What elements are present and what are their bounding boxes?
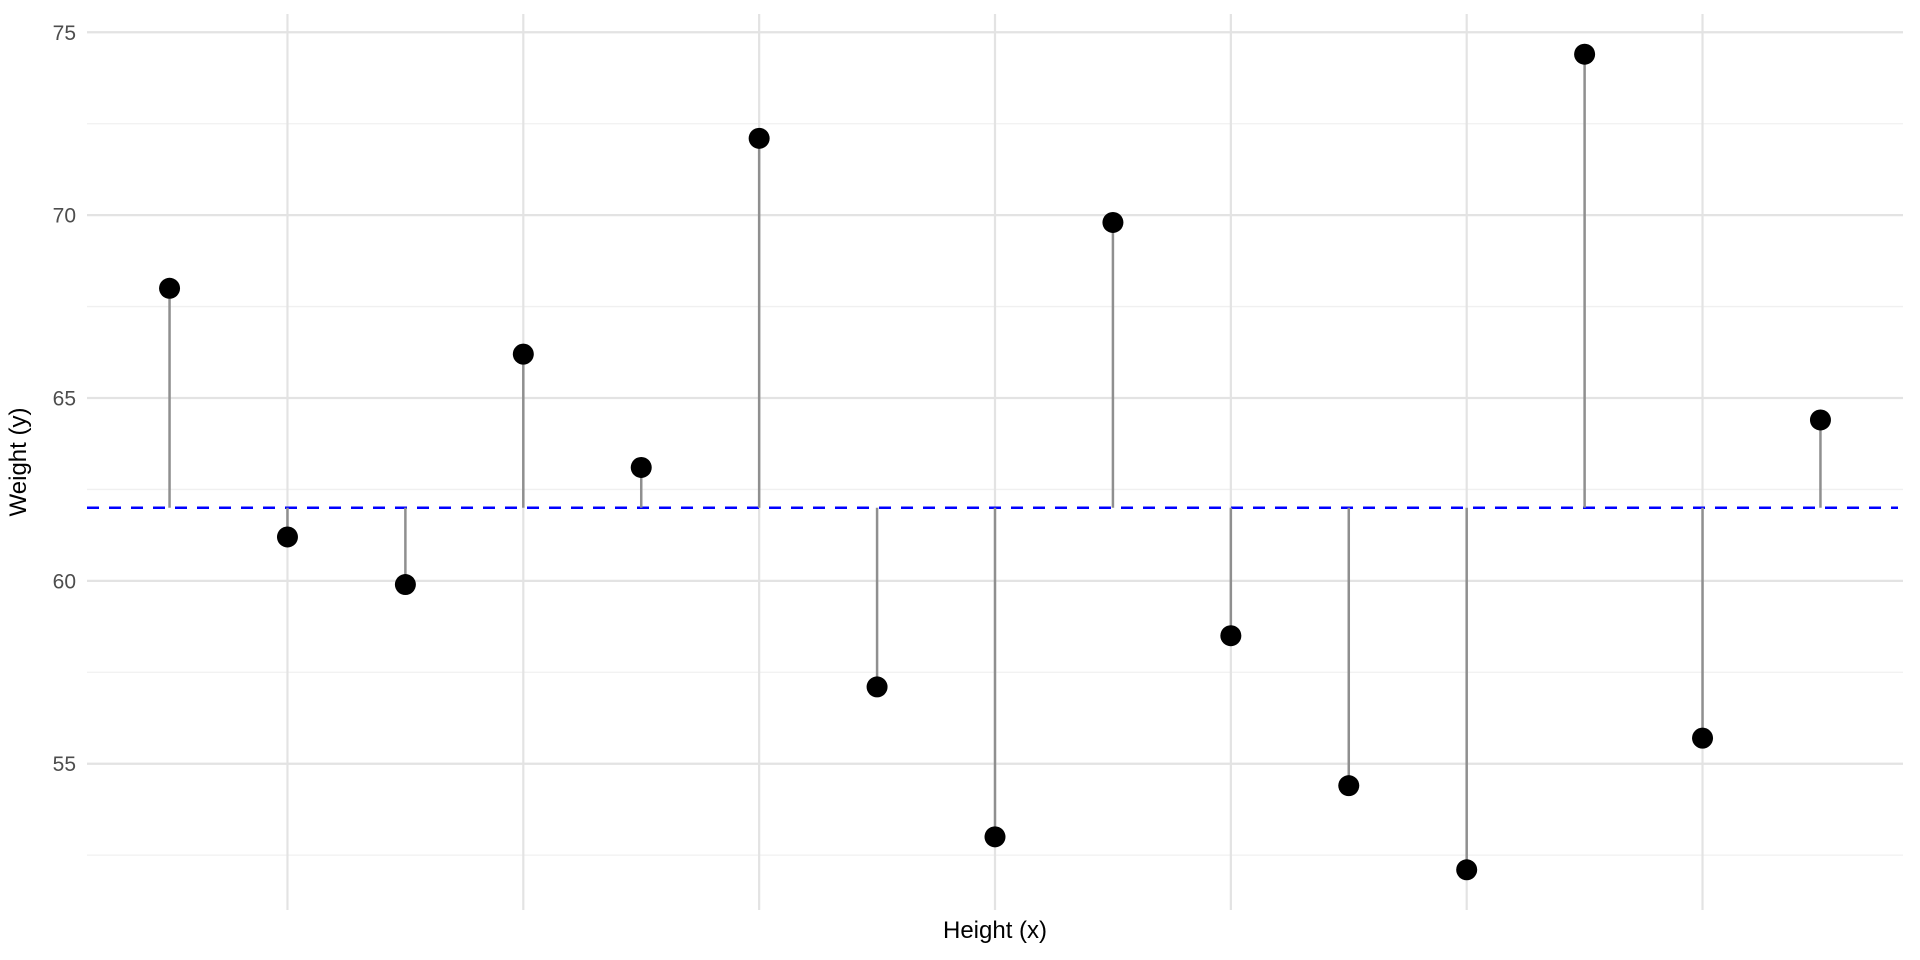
data-point <box>1220 625 1242 647</box>
data-point <box>1102 211 1124 233</box>
data-point <box>512 343 534 365</box>
y-tick-label: 65 <box>53 388 76 411</box>
data-point <box>748 127 770 149</box>
residual-segments-group <box>168 54 1822 870</box>
data-point <box>866 676 888 698</box>
data-points-group <box>159 43 1831 881</box>
y-tick-labels-group: 55 60 65 70 75 <box>53 22 76 776</box>
x-axis-title: Height (x) <box>943 917 1047 944</box>
y-tick-label: 75 <box>53 22 76 45</box>
data-point <box>984 826 1006 848</box>
data-point <box>1338 775 1360 797</box>
data-point <box>1809 409 1831 431</box>
data-point <box>630 456 652 478</box>
data-point <box>276 526 298 548</box>
data-point <box>394 574 416 596</box>
data-point <box>1692 727 1714 749</box>
y-tick-label: 70 <box>53 205 76 228</box>
y-axis-title: Weight (y) <box>5 408 32 517</box>
data-point <box>1574 43 1596 65</box>
y-tick-label: 60 <box>53 570 76 593</box>
y-tick-label: 55 <box>53 753 76 776</box>
data-point <box>1456 859 1478 881</box>
data-point <box>159 277 181 299</box>
